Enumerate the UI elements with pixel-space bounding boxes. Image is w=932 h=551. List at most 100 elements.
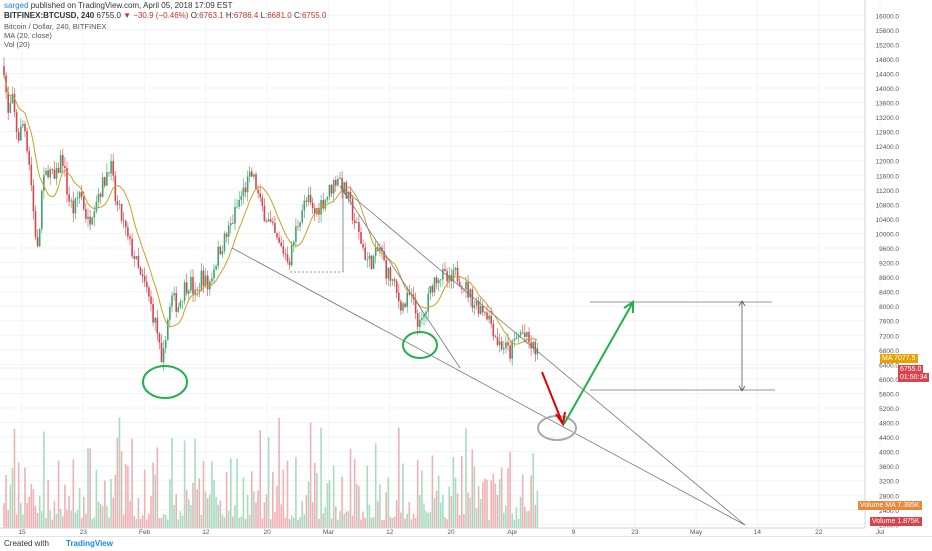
volume-bar <box>519 496 522 528</box>
volume-bar <box>217 504 219 528</box>
volume-bar <box>209 494 211 528</box>
candle-body <box>528 332 530 343</box>
time-tick-label: Jul <box>876 529 885 536</box>
candle-body <box>450 275 453 282</box>
volume-bar <box>17 462 20 528</box>
publisher-name[interactable]: sarged <box>4 1 29 10</box>
volume-bar <box>171 438 173 528</box>
candle-body <box>509 345 511 359</box>
volume-bar <box>423 503 425 528</box>
candle-body <box>139 267 142 275</box>
candle-body <box>148 287 150 297</box>
tradingview-logo[interactable]: TradingView <box>66 539 113 548</box>
volume-bar <box>374 443 377 528</box>
volume-bar <box>206 498 209 528</box>
volume-bar <box>190 504 192 528</box>
candle-body <box>423 314 425 318</box>
candle-body <box>393 279 396 282</box>
candle-body <box>503 348 505 350</box>
volume-bar <box>177 519 180 528</box>
candle-body <box>517 335 520 338</box>
volume-bar <box>198 478 201 528</box>
volume-bar <box>219 500 222 528</box>
price-tick-label: 3200.0 <box>879 479 899 486</box>
volume-bar <box>227 510 230 528</box>
volume-indicator-label[interactable]: Vol (20) <box>4 40 30 49</box>
candle-body <box>3 66 5 76</box>
candle-body <box>458 281 461 287</box>
candle-body <box>379 247 381 252</box>
lower-trendline <box>231 247 746 526</box>
volume-bar <box>131 438 133 528</box>
candle-body <box>64 165 66 168</box>
volume-bar <box>290 515 293 528</box>
candle-body <box>196 289 198 291</box>
volume-bar <box>509 451 511 528</box>
candle-body <box>200 270 203 292</box>
candle-body <box>332 180 335 194</box>
candle-body <box>288 261 291 266</box>
volume-bar <box>83 496 85 528</box>
candle-body <box>534 341 537 355</box>
volume-bar <box>286 460 289 528</box>
volume-bar <box>68 495 70 528</box>
volume-bar <box>146 519 148 528</box>
time-tick-label: Apr <box>507 529 518 536</box>
volume-bar <box>251 471 253 528</box>
volume-bar <box>496 494 499 528</box>
time-tick-label: Mar <box>323 529 335 536</box>
volume-bar <box>282 469 285 528</box>
symbol-name: BITFINEX:BTCUSD, 240 <box>4 11 95 20</box>
volume-bar <box>41 511 43 528</box>
candle-body <box>156 317 159 334</box>
candle-body <box>456 267 459 282</box>
candle-body <box>204 275 207 286</box>
volume-bar <box>437 475 440 528</box>
candle-body <box>255 174 257 190</box>
candle-body <box>307 195 310 202</box>
volume-bar <box>148 513 150 528</box>
candle-body <box>351 198 354 221</box>
candle-body <box>15 112 18 132</box>
candle-body <box>305 200 308 202</box>
time-tick-label: 9 <box>572 529 576 536</box>
volume-bar <box>364 518 366 528</box>
volume-bar <box>391 517 394 528</box>
volume-bar <box>505 505 507 528</box>
volume-bar <box>335 506 337 528</box>
candle-body <box>362 243 364 248</box>
candle-body <box>211 278 213 282</box>
candle-body <box>135 255 138 259</box>
volume-bar <box>167 519 169 528</box>
volume-bar <box>324 507 327 528</box>
candle-body <box>257 189 259 194</box>
candle-body <box>215 265 217 270</box>
volume-bar <box>475 507 478 528</box>
candle-body <box>431 285 434 293</box>
candle-body <box>89 216 91 225</box>
candle-body <box>59 154 62 173</box>
candle-body <box>93 211 96 218</box>
volume-bar <box>156 447 159 528</box>
candle-body <box>286 254 289 262</box>
volume-bar <box>322 513 324 528</box>
candle-body <box>219 246 222 255</box>
candle-body <box>353 220 356 224</box>
chart-title[interactable]: Bitcoin / Dollar, 240, BITFINEX <box>4 22 107 31</box>
candle-body <box>217 246 219 266</box>
candle-body <box>272 221 274 223</box>
candle-body <box>490 315 492 324</box>
price-tick-label: 6000.0 <box>879 377 899 384</box>
candle-body <box>110 161 112 174</box>
volume-bar <box>240 516 243 528</box>
candle-body <box>57 167 60 173</box>
ma-indicator-label[interactable]: MA (20, close) <box>4 31 52 40</box>
volume-bar <box>259 430 261 528</box>
candle-body <box>318 207 320 215</box>
candle-body <box>500 341 503 350</box>
candle-body <box>479 305 482 314</box>
volume-bar <box>181 515 184 528</box>
volume-bar <box>204 491 207 528</box>
volume-bar <box>284 518 287 528</box>
